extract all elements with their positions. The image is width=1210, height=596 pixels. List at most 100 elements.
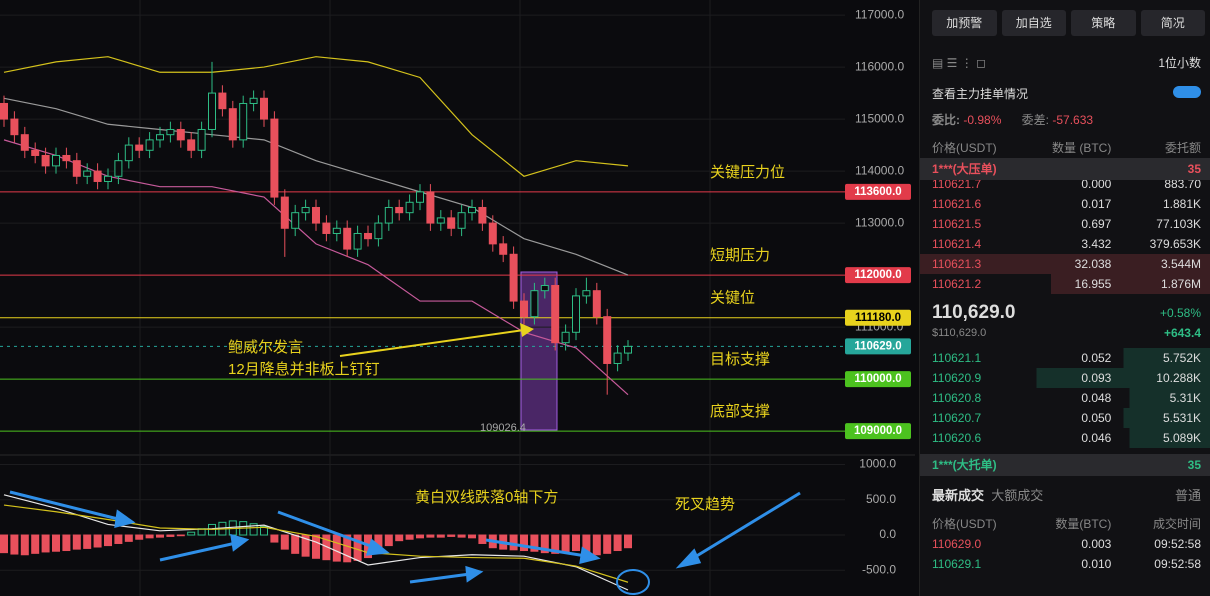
level-label: 109000.0 bbox=[854, 425, 902, 437]
level-note: 关键位 bbox=[710, 290, 755, 307]
cell: 0.003 bbox=[1081, 537, 1112, 551]
cell: 883.70 bbox=[1164, 180, 1202, 191]
macd-bar bbox=[83, 534, 92, 549]
cell: 1.881K bbox=[1162, 197, 1202, 211]
macd-bar bbox=[416, 534, 424, 539]
cell: 5.31K bbox=[1169, 391, 1202, 405]
trade-row: 110629.0 0.003 09:52:58 bbox=[920, 534, 1210, 554]
candle-body bbox=[228, 108, 237, 141]
toggle[interactable] bbox=[1173, 86, 1201, 98]
candle-body bbox=[499, 243, 508, 255]
macd-bar bbox=[540, 534, 549, 554]
macd-bar bbox=[72, 534, 81, 550]
macd-bar bbox=[395, 534, 404, 542]
y-tick-label: 116000.0 bbox=[855, 59, 904, 73]
cell: 0.697 bbox=[1081, 217, 1112, 231]
level-label: 111180.0 bbox=[855, 312, 901, 324]
candle-body bbox=[270, 118, 279, 198]
macd-bar bbox=[509, 534, 518, 551]
macd-bar bbox=[187, 531, 196, 536]
macd-line bbox=[3, 504, 629, 583]
cell: 110620.7 bbox=[932, 411, 982, 425]
ask-row: 110621.6 0.017 1.881K bbox=[920, 194, 1210, 214]
candle-body bbox=[260, 97, 268, 120]
button[interactable]: 加自选 bbox=[1001, 10, 1066, 36]
candle-body bbox=[457, 212, 466, 229]
y-tick-label: 113000.0 bbox=[855, 215, 904, 229]
candle-body bbox=[176, 128, 185, 141]
cell: 5.531K bbox=[1162, 411, 1202, 425]
cell: 35 bbox=[1187, 458, 1201, 472]
ask-row: 110621.2 16.955 1.876M bbox=[920, 274, 1210, 294]
button[interactable]: 策略 bbox=[1071, 10, 1136, 36]
candle-body bbox=[322, 222, 331, 234]
y-tick-label: 117000.0 bbox=[855, 7, 904, 21]
macd-bar bbox=[291, 534, 300, 554]
candle-body bbox=[124, 144, 133, 162]
big-bid: 1***(大托单) 35 bbox=[920, 454, 1210, 476]
candle-body bbox=[478, 206, 487, 224]
candle-body bbox=[384, 206, 393, 224]
level-label: 112000.0 bbox=[854, 269, 901, 281]
candle-body bbox=[249, 97, 258, 104]
macd-bar bbox=[561, 534, 570, 553]
cell: 110620.9 bbox=[932, 371, 982, 385]
change: +643.4 bbox=[1163, 326, 1201, 340]
tab[interactable]: 最新成交 bbox=[932, 488, 985, 503]
decimals[interactable]: 1位小数 bbox=[1158, 56, 1201, 70]
macd-bar bbox=[447, 534, 456, 537]
macd-bar bbox=[280, 534, 289, 550]
macd-bar bbox=[624, 534, 632, 549]
label: 委比: bbox=[932, 113, 960, 127]
big-ask: 1***(大压单) 35 bbox=[920, 158, 1210, 180]
band-line bbox=[3, 56, 629, 177]
candle-body bbox=[343, 227, 352, 250]
candle-body bbox=[540, 284, 549, 292]
macd-bar bbox=[176, 534, 185, 537]
settings-row: ▤ ☰ ⋮ ◻ 1位小数 bbox=[920, 52, 1210, 74]
highlight-box bbox=[520, 271, 558, 431]
candle-body bbox=[624, 345, 632, 354]
cell: 35 bbox=[1187, 162, 1201, 176]
trades: 110629.0 0.003 09:52:58 110629.1 0.010 09:52:… bbox=[920, 534, 1210, 574]
level-tag bbox=[845, 309, 911, 326]
candle-body bbox=[332, 227, 341, 234]
side-panel: 加预警 加自选 策略 简况 ▤ ☰ ⋮ ◻ 1位小数 查看主力挂单情况 委比: -0.9… bbox=[919, 0, 1210, 596]
candle-body bbox=[20, 134, 29, 151]
candle-body bbox=[31, 149, 40, 156]
candle-body bbox=[561, 331, 570, 344]
orders-link[interactable]: 查看主力挂单情况 bbox=[932, 87, 1029, 101]
last-usd: $110,629.0 bbox=[932, 327, 987, 339]
level-tag bbox=[845, 183, 911, 200]
candle-body bbox=[187, 139, 196, 151]
asks: 110621.7 0.000 883.70 110621.6 0.017 1.881K 11… bbox=[920, 180, 1210, 296]
button[interactable]: 简况 bbox=[1140, 10, 1205, 36]
macd-bar bbox=[592, 534, 601, 556]
candle-body bbox=[530, 290, 539, 318]
tab[interactable]: 大额成交 bbox=[991, 488, 1044, 503]
level-note: 底部支撑 bbox=[710, 403, 770, 420]
last-row2: $110,629.0 +643.4 bbox=[920, 326, 1210, 340]
cell: 1***(大压单) bbox=[932, 162, 997, 176]
cell: 110621.1 bbox=[932, 351, 982, 365]
candle-body bbox=[280, 196, 289, 229]
marker-price: 109026.4 bbox=[480, 422, 526, 434]
speech-arrow bbox=[339, 329, 525, 357]
macd-bar bbox=[31, 534, 40, 554]
button[interactable]: 加预警 bbox=[932, 10, 997, 36]
toolbar: 加预警 加自选 策略 简况 bbox=[920, 0, 1210, 36]
candle-body bbox=[218, 92, 227, 110]
candle-body bbox=[10, 118, 19, 136]
candle-body bbox=[520, 300, 528, 318]
level-label: 110629.0 bbox=[854, 340, 901, 352]
macd-bar bbox=[20, 534, 29, 556]
level-tag bbox=[845, 371, 911, 388]
macd-bar bbox=[478, 534, 487, 544]
level-label: 113600.0 bbox=[854, 186, 901, 198]
macd-bar bbox=[520, 534, 528, 552]
cell: 10.288K bbox=[1156, 371, 1202, 385]
normal[interactable]: 普通 bbox=[1174, 488, 1201, 503]
candle-body bbox=[208, 92, 216, 130]
candle-body bbox=[447, 217, 456, 229]
